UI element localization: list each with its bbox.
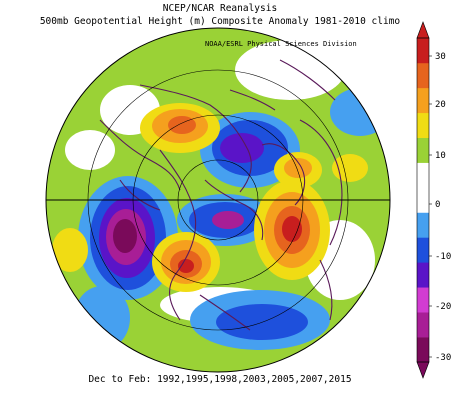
colorbar-tick-label: -10 (435, 252, 451, 262)
footer-years: Dec to Feb: 1992,1995,1998,2003,2005,200… (88, 374, 352, 385)
title-line-1: NCEP/NCAR Reanalysis (162, 3, 278, 14)
credit-text: NOAA/ESRL Physical Sciences Division (205, 40, 357, 48)
colorbar-segment (417, 312, 429, 338)
colorbar-tick-label: 0 (435, 200, 440, 210)
colorbar-segment (417, 287, 429, 313)
europe-positive-anomaly (274, 152, 322, 188)
alaska-positive-anomaly (140, 103, 220, 153)
colorbar: 30 20 10 0 -10 -20 -30 (416, 21, 451, 379)
colorbar-segment (417, 137, 429, 163)
colorbar-tick-label: -20 (435, 302, 451, 312)
coastlines (99, 59, 343, 331)
colorbar-segment (417, 262, 429, 288)
colorbar-tick-label: 10 (435, 151, 446, 161)
peripheral-positive-east (332, 154, 368, 182)
atlantic-positive-anomaly (254, 180, 330, 280)
colorbar-segment (417, 187, 429, 213)
peripheral-positive-west (52, 228, 88, 272)
arctic-negative-anomaly (200, 112, 300, 188)
colorbar-frame (416, 37, 430, 363)
north-america-positive-anomaly (152, 232, 220, 292)
colorbar-segment (417, 212, 429, 238)
colorbar-segment (417, 337, 429, 363)
neutral-zone-pacific-north (65, 130, 115, 170)
colorbar-segment (417, 237, 429, 263)
colorbar-segment (417, 162, 429, 188)
colorbar-segment (417, 112, 429, 138)
colorbar-tick-label: 20 (435, 100, 446, 110)
colorbar-segment (417, 87, 429, 114)
colorbar-segment (417, 62, 429, 89)
title-line-2: 500mb Geopotential Height (m) Composite … (39, 16, 401, 27)
neutral-zone-siberia (235, 40, 345, 100)
colorbar-max-arrow (416, 21, 430, 39)
polar-anomaly-map (45, 27, 391, 373)
colorbar-segment (417, 38, 429, 64)
colorbar-tick-label: -30 (435, 353, 451, 363)
colorbar-tick-label: 30 (435, 52, 446, 62)
